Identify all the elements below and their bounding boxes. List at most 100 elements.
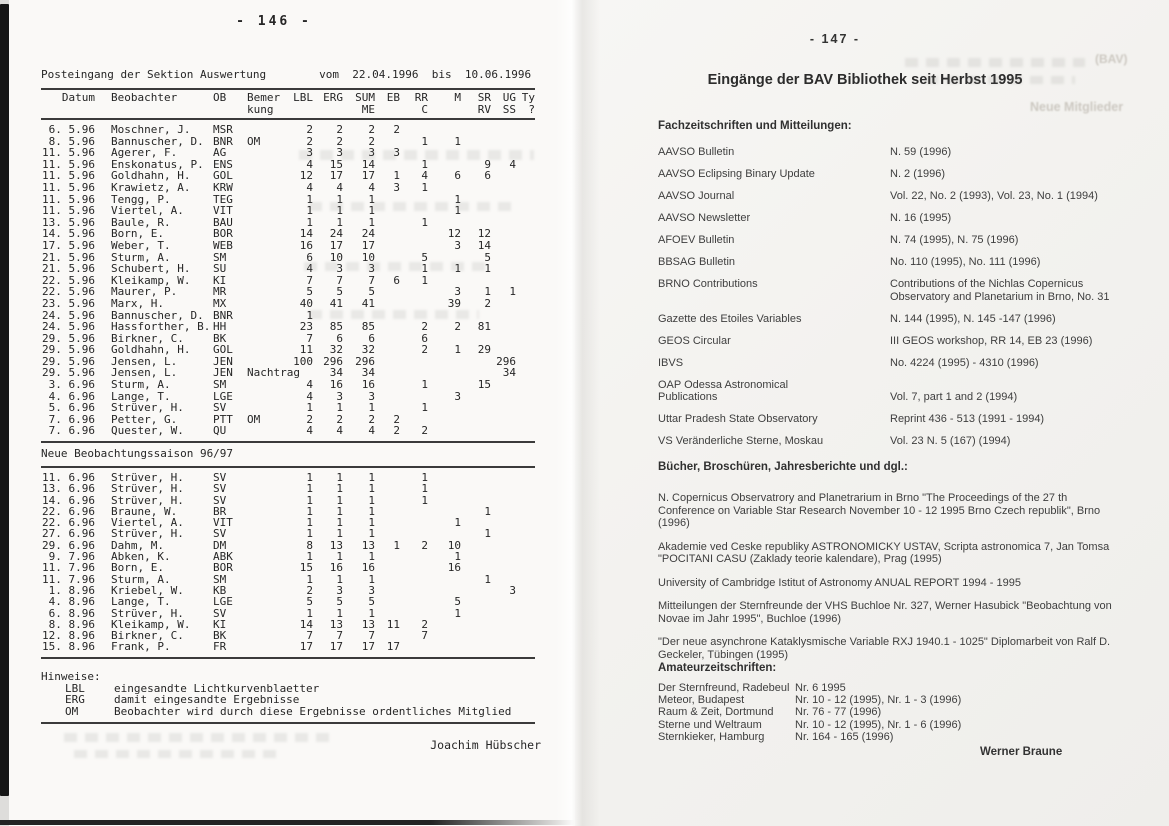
table-cell: 5 (336, 285, 343, 299)
column-header: ME (361, 103, 375, 116)
table-cell: BK (213, 331, 227, 345)
list-item: AFOEV Bulletin N. 74 (1995), N. 75 (1996) (658, 234, 1138, 247)
table-cell: 1 (313, 205, 343, 217)
table-cell: 296 (496, 354, 516, 368)
table-row: 9. 7.96 Abken, K. ABK 1 1 1 1 (41, 551, 535, 563)
table-row: 23. 5.96 Marx, H. MX 40 41 41 39 2 (41, 298, 535, 310)
table-cell: 5 (306, 285, 313, 299)
list-item: AAVSO Eclipsing Binary Update N. 2 (1996) (658, 168, 1138, 181)
table-cell (516, 228, 535, 240)
table-cell: 14 (477, 238, 491, 252)
book-entry: Mitteilungen der Sternfreunde der VHS Bu… (658, 600, 1112, 625)
table-cell: 21. 5.96 (42, 262, 95, 276)
table-cell: 2 (368, 412, 375, 426)
table-cell: 3 (368, 583, 375, 597)
report-title: Posteingang der Sektion Auswertung vom 2… (41, 68, 532, 81)
table-cell: 7 (306, 331, 313, 345)
note-code: OM (65, 704, 79, 718)
table-cell: 29. 5.96 (42, 343, 95, 357)
table-cell (400, 574, 428, 585)
bleedthrough-texture (309, 202, 514, 211)
note-row: LBL eingesandte Lichtkurvenblaetter (41, 682, 511, 695)
table-cell: Bannuscher, D. (111, 134, 204, 148)
table-cell: 16 (329, 561, 343, 575)
table-cell: 1 (484, 572, 491, 586)
table-cell: 14 (361, 157, 375, 171)
table-cell: 11 (386, 617, 400, 631)
table-cell (400, 562, 428, 573)
table-row: 14. 6.96 Strüver, H. SV 1 1 1 1 (41, 493, 535, 507)
table-cell (491, 391, 516, 403)
table-cell: 11. 5.96 (42, 169, 95, 183)
note-text: Beobachter wird durch diese Ergebnisse o… (114, 704, 512, 718)
table-cell: JEN (213, 354, 233, 368)
table-cell: 14. 5.96 (42, 227, 95, 241)
column-header (285, 104, 313, 116)
table-row: 29. 5.96 Jensen, L. JEN 100 296 296 296 (41, 356, 535, 368)
table-cell: 1 (484, 504, 491, 518)
table-cell: 3 (285, 147, 313, 159)
item-label: Raum & Zeit, Dortmund (658, 706, 774, 719)
item-label: OAP Odessa Astronomical Publications (658, 378, 789, 404)
table-cell: 14. 6.96 (42, 493, 95, 507)
item-value: N. 144 (1995), N. 145 -147 (1996) (890, 312, 1056, 325)
table-cell: 2 (393, 123, 400, 136)
table-cell: 6 (454, 169, 461, 183)
page-number: - 146 - (236, 14, 312, 29)
table-cell: MR (213, 285, 227, 299)
table-cell: Braune, W. (111, 504, 178, 518)
scan-edge-left (0, 4, 9, 796)
table-cell: 41 (361, 296, 375, 310)
table-cell: 9 (484, 157, 491, 171)
table-cell: 1 (306, 606, 313, 620)
table-cell (516, 298, 535, 310)
column-header: LBL (293, 91, 313, 104)
table-cell: 4 (306, 424, 313, 438)
item-value: Nr. 76 - 77 (1996) (795, 706, 882, 719)
table-cell: Sturm, A. (111, 572, 171, 586)
table-cell (400, 298, 428, 310)
table-cell: 1 (368, 215, 375, 229)
table-cell: 6. 5.96 (48, 123, 95, 136)
table-cell (428, 414, 461, 426)
table-cell: Birkner, C. (111, 331, 184, 345)
item-label: AFOEV Bulletin (658, 234, 735, 246)
item-label: Sternkieker, Hamburg (658, 730, 765, 743)
table-cell: 2 (306, 134, 313, 148)
table-cell: Moschner, J. (111, 123, 191, 136)
table-cell (235, 252, 285, 264)
table-cell: 1 (454, 606, 461, 620)
table-cell (400, 228, 428, 240)
table-cell: OM (247, 134, 261, 148)
table-cell (235, 124, 285, 136)
table-cell: 3 (454, 285, 461, 299)
table-cell: Nachtrag (247, 366, 300, 380)
table-cell: 40 (299, 296, 313, 310)
table-cell (461, 551, 491, 562)
table-cell: 2 (336, 412, 343, 426)
table-cell (235, 608, 285, 619)
table-row: 11. 5.96 Enskonatus, P. ENS 4 15 14 1 9 4 (41, 159, 535, 171)
table-cell (461, 472, 491, 483)
item-value: Vol. 23 N. 5 (167) (1994) (890, 435, 1011, 447)
observations-table-current: 6. 5.96 Moschner, J. MSR 2 2 2 2 8. 5.96 Bannusc… (41, 124, 535, 437)
table-row: 29. 6.96 Dahm, M. DM 8 13 13 1 2 10 (41, 539, 535, 551)
table-cell (375, 321, 400, 333)
table-cell: BK (213, 629, 227, 643)
table-cell: SV (213, 401, 227, 415)
table-cell (516, 551, 535, 562)
table-cell: 3 (313, 147, 343, 159)
table-cell (516, 506, 535, 517)
column-header: SS (502, 103, 516, 116)
table-cell: 17 (386, 640, 400, 654)
table-cell: 4. 8.96 (48, 595, 95, 609)
table-cell: 6 (368, 331, 375, 345)
table-cell: 1 (285, 205, 313, 217)
item-label: AAVSO Eclipsing Binary Update (658, 168, 815, 180)
list-item: Raum & Zeit, Dortmund Nr. 76 - 77 (1996) (658, 706, 1138, 718)
table-cell: 7 (336, 273, 343, 287)
journal-list: AAVSO Bulletin N. 59 (1996) AAVSO Eclipsin… (658, 146, 1138, 457)
table-cell (235, 483, 285, 494)
table-cell: JEN (213, 366, 233, 380)
amateur-journal-list: Der Sternfreund, Radebeul Nr. 6 1995 Meteo… (658, 682, 1138, 743)
